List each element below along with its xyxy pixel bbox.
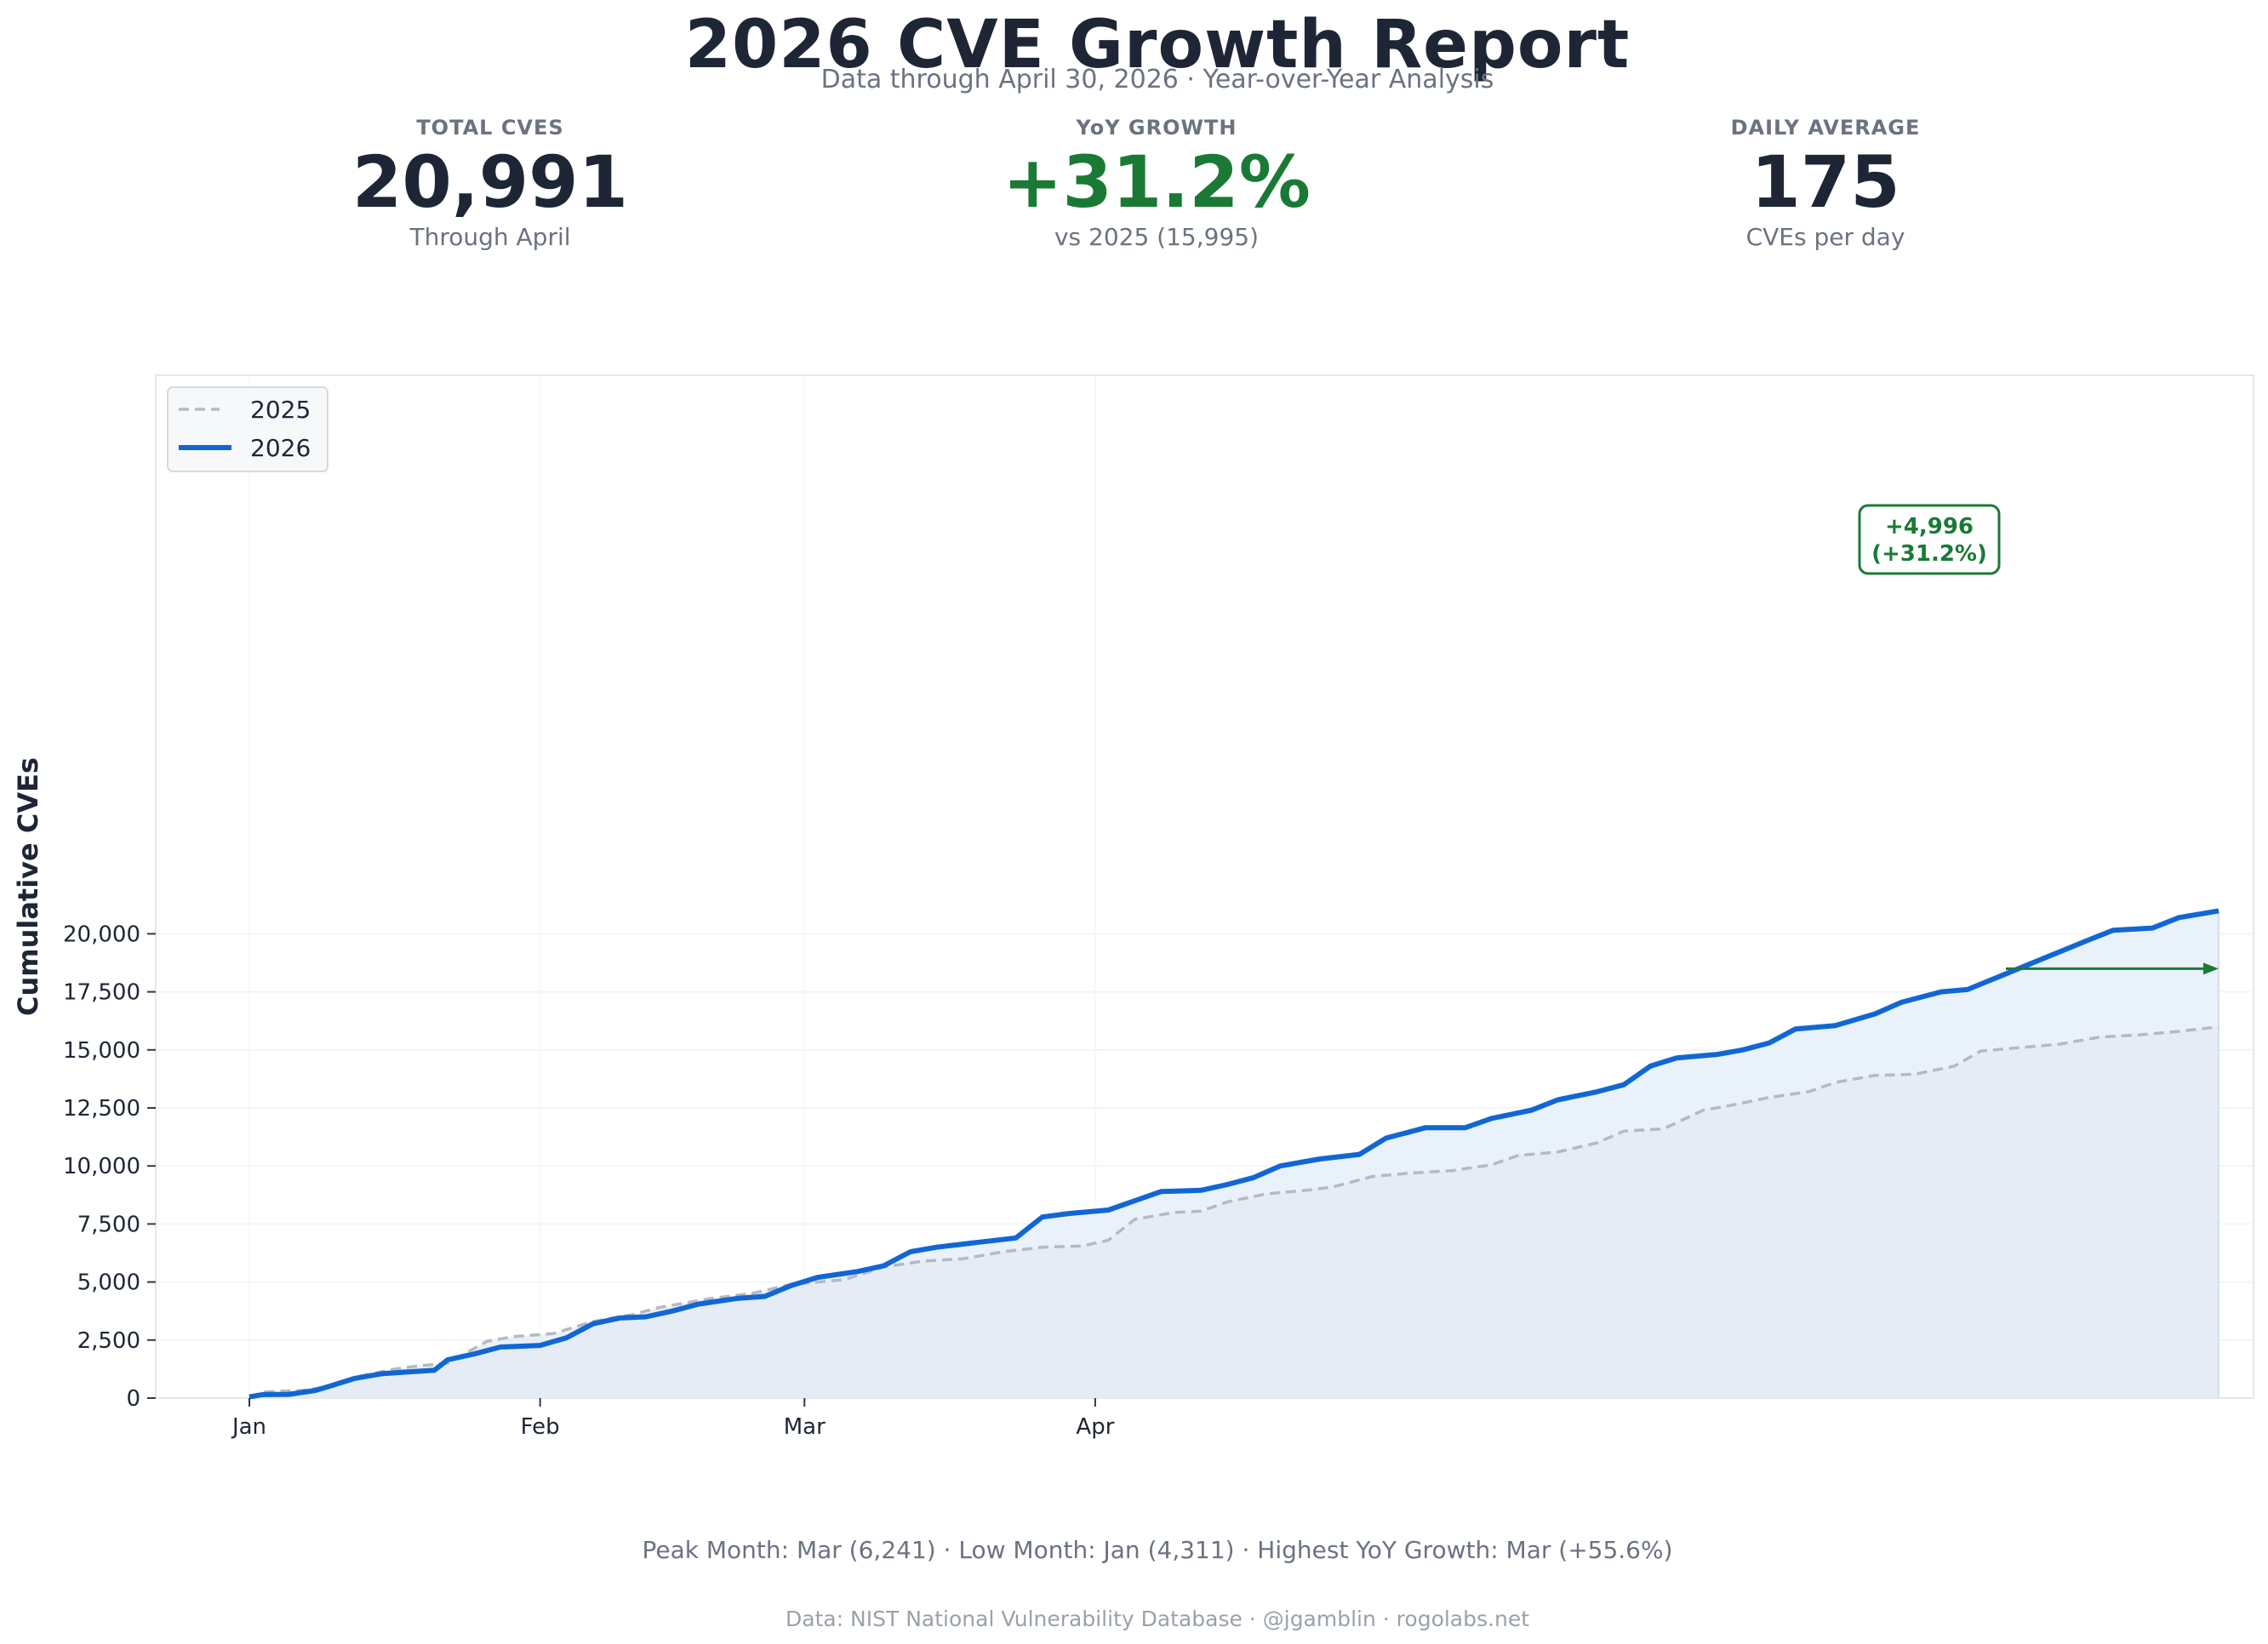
y-tick-label: 10,000 — [63, 1154, 140, 1179]
kpi-label: DAILY AVERAGE — [1730, 116, 1921, 140]
growth-annotation: +4,996(+31.2%) — [1858, 504, 2219, 975]
area-fill-2025 — [249, 1026, 2219, 1398]
legend: 2025 2026 — [167, 386, 328, 472]
kpi-subtext: Through April — [409, 223, 571, 251]
annotation-percent: (+31.2%) — [1871, 541, 1987, 567]
y-tick-label: 5,000 — [77, 1270, 140, 1296]
series-lines — [249, 908, 2219, 1400]
kpi-daily-average: DAILY AVERAGE 175 CVEs per day — [1528, 116, 2123, 251]
y-tick-label: 7,500 — [77, 1212, 140, 1237]
kpi-subtext: vs 2025 (15,995) — [1054, 223, 1260, 251]
x-tick-label: Feb — [521, 1414, 560, 1440]
x-tick-label: Apr — [1076, 1414, 1114, 1440]
legend-label-2026: 2026 — [250, 434, 311, 462]
x-tick-label: Mar — [784, 1414, 826, 1440]
series-2025-line — [249, 1025, 2219, 1400]
report-title: 2026 CVE Growth Report — [684, 7, 1631, 83]
kpi-label: TOTAL CVES — [416, 116, 564, 140]
annotation-arrowhead — [2202, 962, 2219, 975]
y-tick-label: 15,000 — [63, 1038, 140, 1064]
annotation-box — [1858, 504, 2001, 575]
annotation-delta: +4,996 — [1885, 514, 1974, 539]
kpi-value: 175 — [1751, 140, 1900, 224]
y-tick-label: 17,500 — [63, 980, 140, 1006]
area-fill — [249, 910, 2219, 1398]
x-tick-label: Jan — [231, 1414, 266, 1440]
kpi-yoy-growth: YoY GROWTH +31.2% vs 2025 (15,995) — [859, 116, 1454, 251]
axes: 0 2,500 5,000 7,500 10,000 12,500 15,000 17,500… — [12, 757, 1115, 1440]
report-subtitle: Data through April 30, 2026 · Year-over-… — [820, 65, 1494, 94]
legend-box — [167, 386, 328, 472]
y-tick-label: 20,000 — [63, 922, 140, 947]
legend-label-2025: 2025 — [250, 396, 311, 424]
y-axis-label: Cumulative CVEs — [12, 757, 44, 1016]
kpi-value: 20,991 — [351, 140, 629, 224]
footer-source: Data: NIST National Vulnerability Databa… — [786, 1607, 1529, 1631]
series-2026-line — [249, 908, 2219, 1400]
kpi-total-cves: TOTAL CVES 20,991 Through April — [192, 116, 788, 251]
kpi-label: YoY GROWTH — [1076, 116, 1237, 140]
y-tick-label: 12,500 — [63, 1096, 140, 1122]
y-tick-label: 0 — [126, 1386, 140, 1412]
kpi-subtext: CVEs per day — [1745, 223, 1905, 251]
footer-stats: Peak Month: Mar (6,241) · Low Month: Jan… — [642, 1536, 1673, 1564]
kpi-value: +31.2% — [1003, 140, 1311, 224]
y-tick-label: 2,500 — [77, 1328, 140, 1354]
